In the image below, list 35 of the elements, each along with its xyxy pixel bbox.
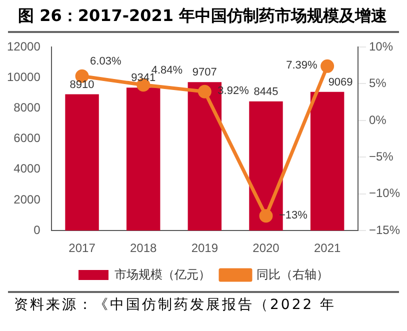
point xyxy=(198,84,212,98)
x-tick-label: 2017 xyxy=(68,241,96,256)
text: 资料来源：《中国仿制药发展报告（2022 年 xyxy=(8,291,399,317)
y-tick-label: 6000 xyxy=(14,131,41,146)
y2-tick-label: 10% xyxy=(368,39,394,54)
y2-tick-label: 5% xyxy=(368,76,387,90)
data-label: 7.39% xyxy=(286,60,318,72)
y-tick-label: 2000 xyxy=(14,192,41,206)
data-label: 9707 xyxy=(192,66,217,79)
data-label: 6.03% xyxy=(90,56,122,68)
y-tick-label: 0 xyxy=(34,222,41,237)
legend-label: 市场规模（亿元） xyxy=(114,267,210,282)
point xyxy=(320,59,334,73)
point xyxy=(259,209,273,223)
y2-tick-label: −15% xyxy=(368,222,400,237)
y2-tick-label: 0% xyxy=(368,112,387,127)
data-label: 9341 xyxy=(131,72,156,84)
data-label: 8910 xyxy=(70,78,94,91)
chart-title: 图 26：2017-2021 年中国仿制药市场规模及增速 xyxy=(8,0,399,33)
y-tick-label: 4000 xyxy=(14,162,41,176)
x-tick-label: 2019 xyxy=(191,241,218,256)
bar xyxy=(126,88,160,231)
y-tick-label: 8000 xyxy=(14,100,41,115)
data-label: 8445 xyxy=(254,86,278,98)
y2-tick-label: −10% xyxy=(368,186,400,200)
y-tick-label: 12000 xyxy=(6,39,41,54)
x-tick-label: 2020 xyxy=(252,241,280,256)
data-label: 9069 xyxy=(328,76,353,88)
y2-tick-label: −5% xyxy=(368,149,394,164)
bar xyxy=(65,94,99,231)
x-tick-label: 2018 xyxy=(130,241,158,256)
bar xyxy=(310,92,344,231)
y-tick-label: 10000 xyxy=(6,70,41,84)
x-tick-label: 2021 xyxy=(314,241,341,256)
legend-label: 同比（右轴） xyxy=(256,267,328,282)
